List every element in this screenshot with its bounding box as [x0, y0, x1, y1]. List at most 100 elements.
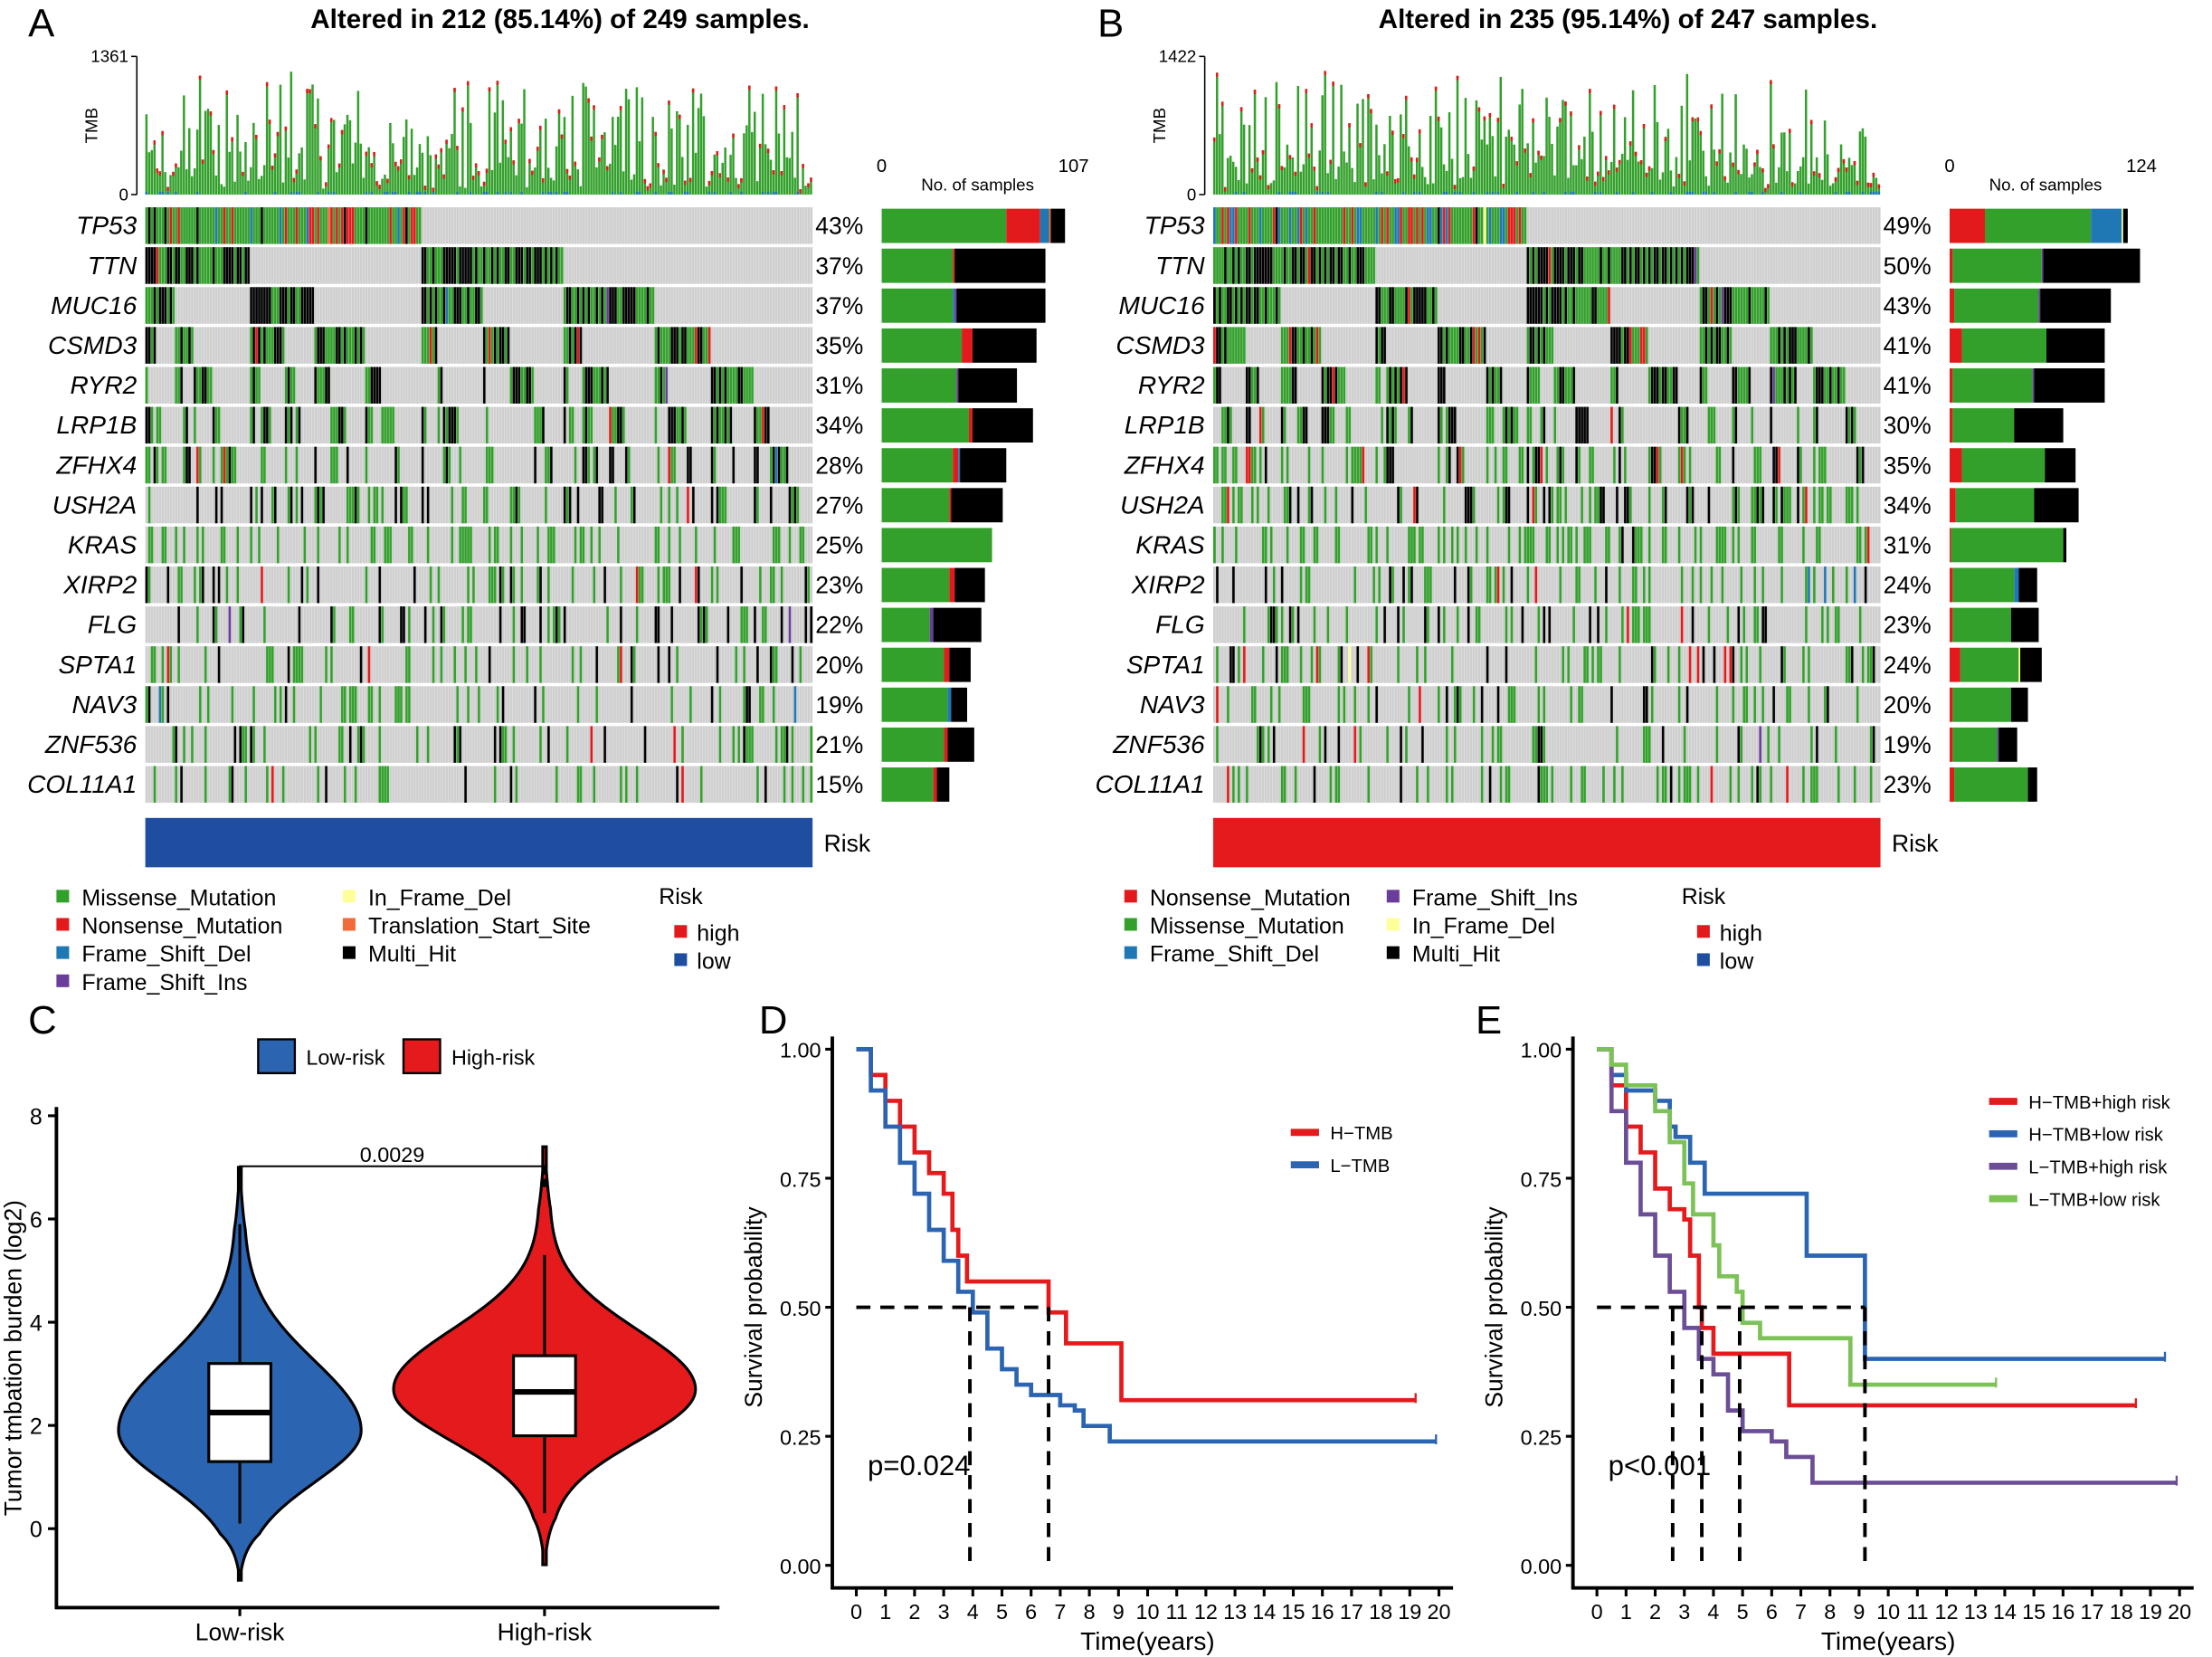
oncoprint-cell	[1526, 367, 1530, 404]
sample-count-bar-segment	[2014, 567, 2019, 603]
oncoprint-cell	[1818, 367, 1821, 404]
tmb-bar-fsdel	[635, 191, 639, 195]
oncoprint-cell	[1537, 446, 1541, 484]
tmb-bar-nonsense	[1607, 170, 1610, 175]
oncoprint-cell	[1537, 367, 1541, 404]
oncoprint-cell	[1845, 406, 1848, 444]
tmb-bar	[1332, 81, 1334, 195]
oncoprint-cell	[461, 526, 465, 564]
x-tick-label: 6	[1766, 1600, 1778, 1624]
oncoprint-cell	[206, 247, 210, 284]
tmb-bar	[788, 157, 791, 195]
tmb-bar	[716, 151, 719, 195]
tmb-bar	[172, 171, 175, 195]
tmb-bar-nonsense	[400, 159, 403, 164]
oncoprint-cell	[386, 207, 390, 244]
x-tick-label: 8	[1084, 1600, 1096, 1624]
oncoprint-cell	[1820, 367, 1824, 404]
oncoprint-cell	[1529, 367, 1533, 404]
oncoprint-cell	[1245, 247, 1248, 284]
tmb-bar-fsdel	[654, 191, 657, 195]
oncoprint-cell	[1397, 606, 1400, 643]
oncoprint-cell	[1732, 287, 1735, 324]
oncoprint-cell	[1570, 766, 1573, 803]
oncoprint-cell	[619, 287, 622, 324]
oncoprint-cell	[1562, 646, 1565, 683]
oncoprint-cell	[1823, 686, 1827, 723]
legend-label: Nonsense_Mutation	[1150, 885, 1351, 910]
oncoprint-cell	[1543, 726, 1546, 763]
oncoprint-cell	[448, 446, 451, 484]
oncoprint-cell	[258, 287, 261, 324]
sample-count-bar-segment	[2122, 208, 2128, 243]
oncoprint-cell	[1834, 367, 1837, 404]
oncoprint-cell	[201, 566, 204, 604]
tmb-bar	[490, 169, 494, 195]
oncoprint-cell	[298, 606, 301, 643]
oncoprint-cell	[1269, 686, 1273, 723]
oncoprint-cell	[541, 247, 545, 284]
oncoprint-cell	[265, 766, 269, 803]
tmb-bar	[236, 114, 239, 195]
oncoprint-cell	[306, 287, 309, 324]
oncoprint-cell	[1337, 526, 1341, 564]
tmb-bar-fsdel	[1799, 191, 1802, 195]
oncoprint-cell	[1288, 247, 1292, 284]
oncoprint-cell	[1286, 446, 1289, 484]
oncoprint-cell	[745, 367, 749, 404]
oncoprint-cell	[743, 646, 746, 683]
oncoprint-cell	[1756, 606, 1760, 643]
oncoprint-cell	[804, 566, 808, 604]
gene-percent: 24%	[1884, 572, 1932, 599]
tmb-bar-fsdel	[668, 191, 670, 195]
tmb-bar	[1564, 101, 1567, 195]
tmb-bar-fsdel	[482, 191, 486, 195]
tmb-bar	[536, 147, 539, 195]
tmb-bar-fsdel	[546, 191, 550, 195]
oncoprint-cell	[260, 406, 263, 444]
oncoprint-cell	[1564, 247, 1568, 284]
oncoprint-cell	[1691, 247, 1695, 284]
tmb-bar-fsdel	[729, 191, 732, 195]
tmb-bar	[1847, 157, 1851, 195]
tmb-bar-nonsense	[407, 175, 411, 180]
tmb-bar-nonsense	[1612, 104, 1616, 110]
oncoprint-cell	[1820, 486, 1824, 524]
oncoprint-cell	[1402, 207, 1406, 244]
oncoprint-cell	[1553, 247, 1557, 284]
oncoprint-cell	[686, 486, 689, 524]
oncoprint-cell	[673, 406, 677, 444]
oncoprint-cell	[1453, 406, 1457, 444]
oncoprint-cell	[1464, 207, 1467, 244]
oncoprint-cell	[1677, 446, 1681, 484]
tmb-bar-nonsense	[1764, 187, 1767, 193]
oncoprint-cell	[389, 526, 393, 564]
oncoprint-cell	[1410, 566, 1413, 604]
oncoprint-cell	[1732, 406, 1735, 444]
tmb-bar	[595, 167, 598, 195]
oncoprint-cell	[1661, 726, 1665, 763]
oncoprint-cell	[574, 287, 577, 324]
oncoprint-cell	[1272, 287, 1276, 324]
oncoprint-cell	[212, 606, 215, 643]
oncoprint-cell	[239, 247, 242, 284]
oncoprint-cell	[262, 446, 266, 484]
tmb-bar	[1370, 109, 1372, 195]
oncoprint-cell	[461, 606, 465, 643]
oncoprint-cell	[332, 327, 336, 364]
oncoprint-cell	[1866, 526, 1870, 564]
oncoprint-cell	[584, 406, 588, 444]
tmb-bar	[255, 134, 258, 195]
tmb-bar-fsdel	[1780, 191, 1783, 195]
oncoprint-cell	[1280, 606, 1284, 643]
oncoprint-cell	[418, 207, 422, 244]
oncoprint-cell	[783, 766, 786, 803]
oncoprint-cell	[1408, 207, 1410, 244]
tmb-bar-nonsense	[1402, 134, 1405, 138]
tmb-bar	[571, 95, 574, 195]
oncoprint-cell	[769, 486, 773, 524]
tmb-bar-fsdel	[619, 191, 622, 195]
oncoprint-cell	[1661, 247, 1665, 284]
oncoprint-cell	[1356, 446, 1360, 484]
